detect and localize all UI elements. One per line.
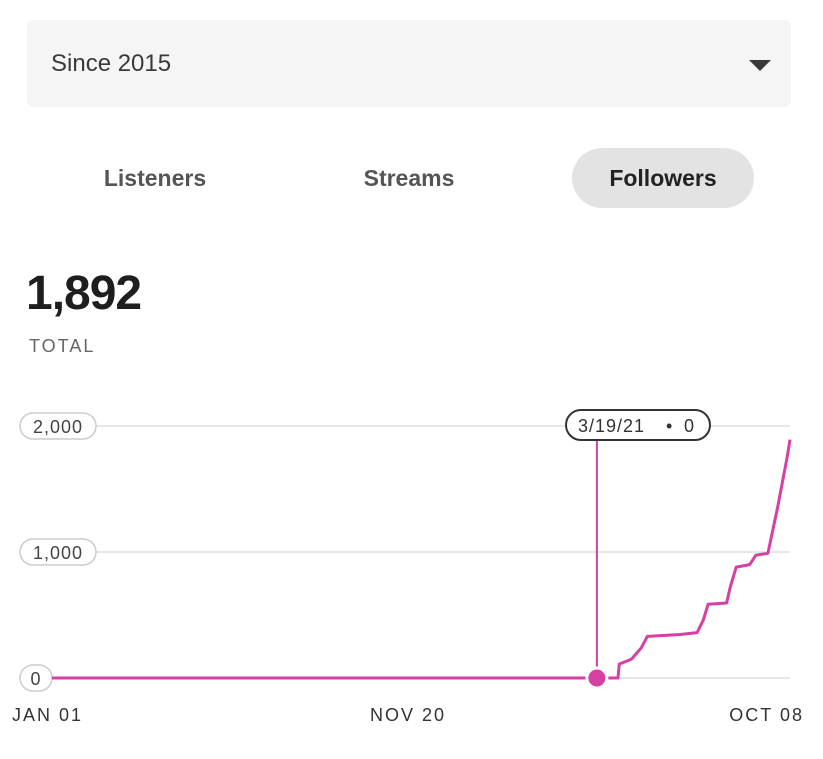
x-tick-label-end: OCT 08 [729, 705, 804, 725]
hover-point[interactable] [585, 666, 609, 690]
tab-streams[interactable]: Streams [363, 164, 455, 191]
metric-tabs: Listeners Streams Followers [27, 148, 791, 208]
y-tick-label-1000: 1,000 [33, 543, 83, 563]
tooltip-separator: • [666, 416, 673, 436]
gridlines [52, 425, 790, 679]
y-tick-2000: 2,000 [19, 412, 97, 440]
tooltip-date: 3/19/21 [578, 416, 645, 436]
tab-followers[interactable]: Followers [572, 148, 754, 208]
followers-chart[interactable]: 2,000 1,000 0 3/19/21 • 0 JAN 01 NOV 20 … [0, 380, 823, 759]
x-axis-ticks: JAN 01 NOV 20 OCT 08 [12, 705, 804, 725]
total-label: TOTAL [29, 336, 96, 356]
tooltip-value: 0 [684, 416, 695, 436]
y-tick-label-2000: 2,000 [33, 417, 83, 437]
series-line-followers [52, 439, 792, 680]
tab-listeners[interactable]: Listeners [103, 164, 207, 191]
date-range-value: Since 2015 [51, 49, 172, 77]
y-tick-0: 0 [19, 664, 53, 692]
y-tick-label-0: 0 [30, 669, 41, 689]
total-followers-value: 1,892 [26, 267, 142, 320]
chevron-down-icon [749, 60, 771, 71]
tooltip: 3/19/21 • 0 [565, 409, 711, 441]
date-range-dropdown[interactable]: Since 2015 [27, 20, 791, 107]
y-tick-1000: 1,000 [19, 538, 97, 566]
x-tick-label-start: JAN 01 [12, 705, 83, 725]
x-tick-label-mid: NOV 20 [370, 705, 446, 725]
y-axis-ticks: 2,000 1,000 0 [19, 412, 97, 692]
